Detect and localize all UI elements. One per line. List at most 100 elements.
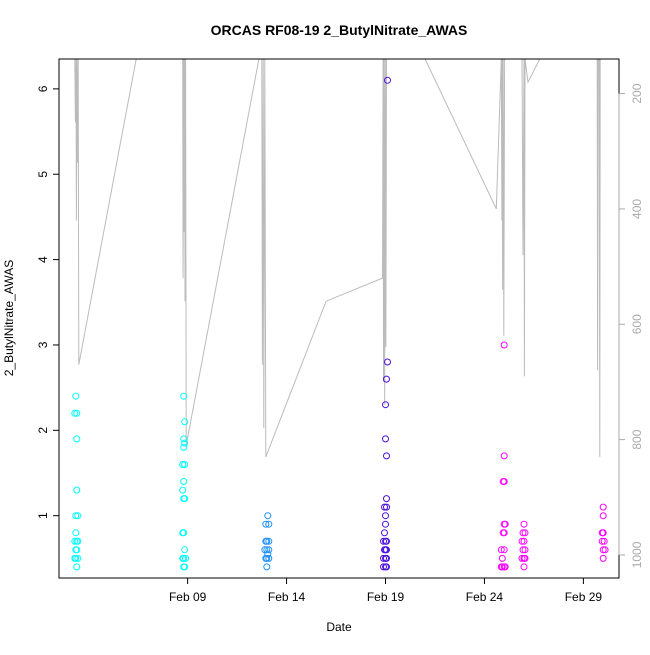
data-point xyxy=(599,529,607,537)
data-point xyxy=(501,563,509,571)
data-point xyxy=(262,520,270,528)
data-point xyxy=(265,520,273,528)
altitude-trace-group xyxy=(74,59,601,458)
data-point xyxy=(599,546,607,554)
data-point xyxy=(519,546,527,554)
data-point xyxy=(384,358,391,366)
data-point xyxy=(520,563,528,571)
data-point xyxy=(73,563,81,571)
y2-tick-label: 200 xyxy=(630,83,644,103)
data-point xyxy=(601,546,609,554)
data-point xyxy=(181,461,189,468)
data-point xyxy=(599,554,607,562)
data-point xyxy=(381,503,388,511)
data-point xyxy=(381,546,388,554)
data-point xyxy=(382,401,389,409)
y-tick-label: 1 xyxy=(36,512,50,519)
data-point xyxy=(263,563,271,571)
y-tick-label: 6 xyxy=(36,85,50,92)
data-point xyxy=(599,503,607,511)
data-point xyxy=(181,439,189,447)
plot-frame xyxy=(58,58,620,579)
data-point xyxy=(73,486,81,494)
data-point xyxy=(72,392,80,400)
data-point xyxy=(181,495,189,503)
data-point xyxy=(500,341,508,349)
data-point xyxy=(500,452,508,460)
data-point xyxy=(380,537,387,545)
data-point xyxy=(380,554,387,562)
data-point xyxy=(264,550,272,558)
data-point xyxy=(520,520,528,528)
data-point xyxy=(384,76,391,84)
data-point xyxy=(521,529,529,537)
y2-tick-label: 600 xyxy=(630,314,644,334)
data-point xyxy=(265,537,273,545)
data-point xyxy=(382,435,389,443)
data-point xyxy=(73,409,81,417)
data-point xyxy=(72,529,80,537)
data-point xyxy=(383,452,390,460)
data-point xyxy=(501,520,509,528)
data-point xyxy=(180,443,188,451)
data-point xyxy=(518,554,526,562)
data-point xyxy=(264,512,272,520)
chart-title: ORCAS RF08-19 2_ButylNitrate_AWAS xyxy=(211,22,468,38)
data-point xyxy=(383,554,390,562)
data-point xyxy=(180,529,188,537)
data-point xyxy=(262,537,270,545)
x-tick-label: Feb 09 xyxy=(169,590,207,604)
data-point xyxy=(519,529,527,537)
data-point xyxy=(598,537,606,545)
data-point xyxy=(74,512,82,520)
data-point xyxy=(74,554,82,562)
data-point xyxy=(380,563,387,571)
y-tick-label: 3 xyxy=(36,341,50,348)
data-point xyxy=(181,418,189,426)
data-point xyxy=(181,563,189,571)
data-point xyxy=(518,537,526,545)
data-point xyxy=(71,537,79,545)
data-point xyxy=(381,529,388,537)
data-point xyxy=(179,486,187,494)
y2-tick-label: 800 xyxy=(630,429,644,449)
data-point xyxy=(180,392,188,400)
data-point xyxy=(180,435,188,443)
data-point xyxy=(382,520,389,528)
data-point xyxy=(383,537,390,545)
y-tick-label: 2 xyxy=(36,427,50,434)
x-axis-label: Date xyxy=(326,620,352,634)
x-tick-label: Feb 24 xyxy=(466,590,504,604)
data-point xyxy=(382,512,389,520)
y2-tick-label: 1000 xyxy=(630,541,644,568)
data-point xyxy=(500,529,508,537)
y-axis-label: 2_ButylNitrate_AWAS xyxy=(2,260,16,377)
data-point xyxy=(383,546,390,554)
data-point xyxy=(263,546,271,554)
data-point xyxy=(180,478,188,485)
axes-group: Feb 09 Feb 14 Feb 19 Feb 24 Feb 29 1 2 3 4 5 6 200 4… xyxy=(36,58,644,604)
data-point xyxy=(181,546,189,554)
altitude-trace-line xyxy=(74,59,601,458)
data-point xyxy=(179,554,187,562)
data-point xyxy=(73,546,81,554)
data-point xyxy=(179,461,187,468)
data-point xyxy=(521,546,529,554)
data-point xyxy=(497,563,505,571)
data-point xyxy=(599,512,607,520)
data-point xyxy=(520,537,528,545)
data-point xyxy=(72,554,80,562)
data-point xyxy=(73,435,81,443)
data-point xyxy=(265,546,273,554)
y-tick-label: 5 xyxy=(36,171,50,178)
data-point xyxy=(383,375,390,383)
x-tick-label: Feb 19 xyxy=(367,590,405,604)
data-points-group xyxy=(71,76,609,571)
data-point xyxy=(500,546,508,554)
data-point xyxy=(72,512,80,520)
data-point xyxy=(521,554,529,562)
data-point xyxy=(74,537,82,545)
data-point xyxy=(265,554,273,562)
